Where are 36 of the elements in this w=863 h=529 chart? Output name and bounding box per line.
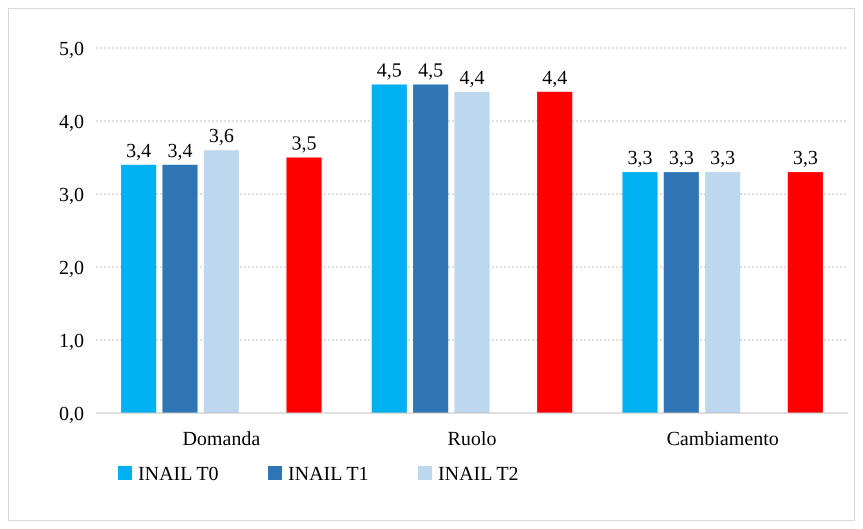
data-label: 4,4 [460, 66, 484, 89]
data-label: 3,6 [208, 125, 234, 148]
bar [162, 164, 198, 413]
bar [204, 150, 239, 413]
bar [121, 164, 156, 413]
legend-label: INAIL T2 [438, 463, 519, 485]
y-tick-label: 3,0 [59, 184, 84, 206]
data-label: 4,4 [542, 66, 568, 89]
bar [705, 172, 740, 413]
data-label: 3,4 [126, 140, 152, 162]
y-tick-label: 4,0 [59, 111, 84, 133]
y-tick-label: 0,0 [59, 403, 84, 425]
bar [622, 172, 658, 413]
bar [454, 92, 490, 413]
data-label: 3,3 [627, 147, 652, 170]
bar [537, 92, 572, 413]
data-label: 3,3 [792, 147, 818, 170]
data-label: 3,5 [292, 132, 317, 154]
data-label: 3,3 [668, 147, 694, 170]
legend-label: INAIL T1 [288, 463, 369, 485]
bar [788, 172, 823, 413]
data-label: 3,3 [710, 147, 736, 170]
y-tick-label: 1,0 [59, 330, 84, 352]
x-tick-label: Cambiamento [666, 428, 779, 450]
bar [372, 84, 407, 413]
y-tick-label: 2,0 [59, 257, 84, 279]
bar [286, 158, 322, 413]
data-label: 4,5 [376, 60, 402, 82]
bar [664, 172, 699, 413]
data-label: 3,4 [167, 140, 192, 162]
data-label: 4,5 [418, 60, 444, 82]
bar [413, 84, 448, 413]
legend-label: INAIL T0 [138, 463, 219, 485]
y-tick-label: 5,0 [59, 38, 84, 60]
x-tick-label: Domanda [182, 428, 260, 450]
x-tick-label: Ruolo [448, 428, 496, 450]
